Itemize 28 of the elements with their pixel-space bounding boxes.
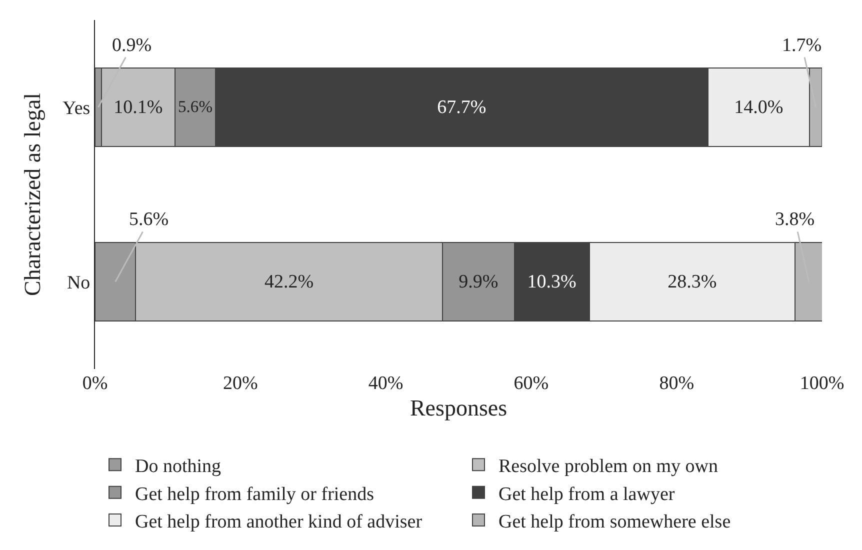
y-tick-label: No bbox=[66, 272, 90, 294]
data-label: 10.1% bbox=[114, 96, 163, 118]
data-label: 5.6% bbox=[129, 209, 169, 230]
legend-label: Resolve problem on my own bbox=[498, 456, 719, 478]
legend-label: Get help from another kind of adviser bbox=[135, 511, 423, 532]
data-label: 0.9% bbox=[112, 35, 152, 56]
legend-label: Do nothing bbox=[135, 456, 222, 478]
data-label: 28.3% bbox=[668, 271, 717, 292]
x-tick-label: 0% bbox=[82, 373, 108, 394]
x-tick-label: 20% bbox=[222, 373, 258, 394]
legend-label: Get help from somewhere else bbox=[498, 511, 731, 532]
legend-label: Get help from family or friends bbox=[135, 484, 374, 505]
data-label: 3.8% bbox=[775, 209, 815, 230]
data-label: 10.3% bbox=[527, 271, 577, 292]
data-label: 1.7% bbox=[782, 35, 822, 56]
data-label: 42.2% bbox=[264, 271, 314, 292]
x-tick-label: 40% bbox=[368, 373, 404, 394]
x-tick-label: 80% bbox=[659, 373, 694, 394]
y-tick-label: Yes bbox=[62, 98, 90, 119]
y-axis-title: Characterized as legal bbox=[20, 92, 45, 296]
x-tick-label: 100% bbox=[800, 373, 844, 394]
data-label: 5.6% bbox=[178, 97, 213, 116]
data-label: 67.7% bbox=[437, 96, 486, 118]
legend-label: Get help from a lawyer bbox=[498, 484, 676, 505]
x-axis-title: Responses bbox=[410, 396, 508, 421]
data-label: 14.0% bbox=[734, 96, 784, 118]
x-tick-label: 60% bbox=[514, 373, 549, 394]
data-label: 9.9% bbox=[458, 271, 498, 292]
